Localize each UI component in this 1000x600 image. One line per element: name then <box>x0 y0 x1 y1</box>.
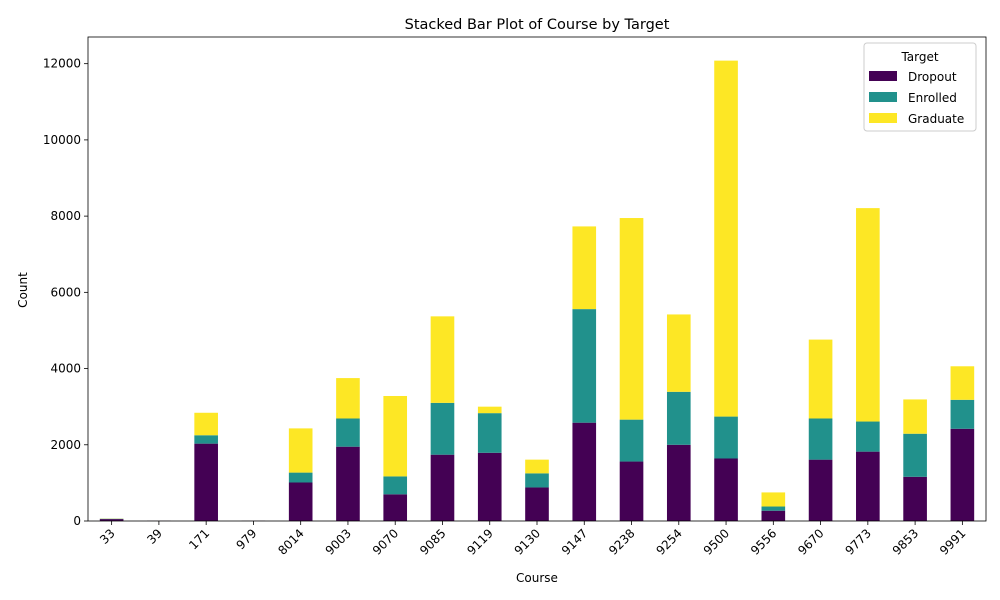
bar-graduate-9500 <box>714 60 738 417</box>
bar-enrolled-9556 <box>761 506 786 511</box>
bar-graduate-9147 <box>572 226 597 310</box>
bar-graduate-9070 <box>383 395 408 477</box>
bar-dropout-9119 <box>477 452 502 521</box>
chart-title: Stacked Bar Plot of Course by Target <box>405 17 670 33</box>
bar-graduate-9773 <box>856 208 880 422</box>
y-tick-label: 0 <box>73 514 81 528</box>
x-axis-label: Course <box>516 571 558 585</box>
bar-dropout-9991 <box>950 428 975 521</box>
bar-enrolled-171 <box>194 435 218 444</box>
bar-enrolled-9500 <box>714 416 738 459</box>
plot-frame <box>87 36 987 522</box>
bar-graduate-9853 <box>903 399 927 434</box>
y-tick-label: 4000 <box>50 362 81 376</box>
bar-enrolled-8014 <box>288 472 313 483</box>
bar-enrolled-9003 <box>336 418 360 447</box>
bar-enrolled-9147 <box>572 309 597 423</box>
bar-dropout-9147 <box>572 422 597 521</box>
legend-swatch-enrolled <box>869 92 897 102</box>
legend-swatch-dropout <box>869 71 897 81</box>
bar-graduate-9991 <box>950 366 975 400</box>
bar-enrolled-9254 <box>666 391 691 445</box>
bar-enrolled-9238 <box>619 419 644 462</box>
bar-enrolled-9130 <box>525 473 549 488</box>
y-tick-label: 6000 <box>50 285 81 299</box>
bar-graduate-9254 <box>666 314 691 392</box>
bar-graduate-9238 <box>619 218 644 420</box>
bar-dropout-9254 <box>666 444 691 521</box>
y-tick-label: 8000 <box>50 209 81 223</box>
legend: Target Dropout Enrolled Graduate <box>863 42 977 132</box>
y-ticks-group: 0 2000 4000 6000 8000 10000 12000 <box>43 57 88 528</box>
bar-dropout-9238 <box>619 461 644 521</box>
bar-enrolled-9853 <box>903 433 927 477</box>
legend-label-enrolled: Enrolled <box>908 91 957 105</box>
bar-graduate-9670 <box>808 339 833 419</box>
legend-label-graduate: Graduate <box>908 112 964 126</box>
bar-dropout-9556 <box>761 510 786 521</box>
legend-title: Target <box>900 50 938 64</box>
legend-label-dropout: Dropout <box>908 70 957 84</box>
bar-dropout-9670 <box>808 459 833 521</box>
bar-enrolled-9070 <box>383 476 408 495</box>
bar-dropout-9070 <box>383 494 408 521</box>
bar-graduate-9119 <box>477 406 502 414</box>
bar-dropout-9130 <box>525 487 549 521</box>
y-tick-label: 2000 <box>50 438 81 452</box>
y-axis-label: Count <box>16 272 30 308</box>
bar-dropout-171 <box>194 443 218 521</box>
bar-enrolled-9085 <box>430 402 455 455</box>
bar-dropout-8014 <box>288 482 313 521</box>
legend-box <box>863 42 977 132</box>
bar-graduate-9085 <box>430 316 455 403</box>
bar-dropout-9500 <box>714 458 738 521</box>
bar-graduate-8014 <box>288 428 313 473</box>
bar-enrolled-9991 <box>950 399 975 429</box>
bar-graduate-9556 <box>761 492 786 507</box>
bar-dropout-9003 <box>336 446 360 521</box>
bar-dropout-9773 <box>856 451 880 521</box>
bar-enrolled-9119 <box>477 413 502 453</box>
bar-graduate-171 <box>194 412 218 436</box>
bar-dropout-33 <box>99 519 124 521</box>
bar-enrolled-9773 <box>856 421 880 452</box>
bar-graduate-9130 <box>525 459 549 474</box>
bars-group <box>99 60 975 521</box>
y-tick-label: 12000 <box>43 57 81 71</box>
legend-swatch-graduate <box>869 113 897 123</box>
bar-dropout-9085 <box>430 454 455 521</box>
bar-enrolled-9670 <box>808 418 833 460</box>
bar-graduate-9003 <box>336 378 360 419</box>
bar-dropout-9853 <box>903 476 927 521</box>
y-tick-label: 10000 <box>43 133 81 147</box>
